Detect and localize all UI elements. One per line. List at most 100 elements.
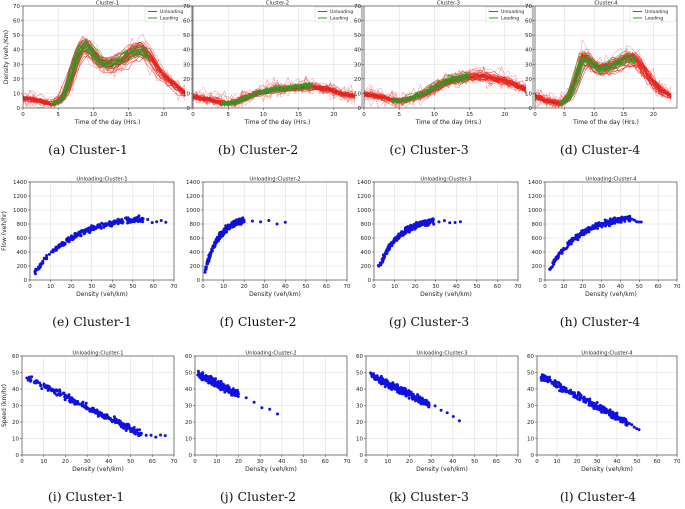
x-tick-label: 30 [594,459,601,465]
data-point [38,381,42,385]
chart-title: Cluster-3 [437,1,460,7]
y-tick-label: 50 [525,33,532,39]
data-point [416,393,419,397]
data-point [163,434,167,438]
data-point [204,265,208,269]
data-point [603,222,607,226]
data-point [221,230,225,234]
y-tick-label: 400 [17,250,28,256]
y-tick-label: 70 [13,4,20,10]
data-point [224,224,228,228]
data-point [138,428,141,432]
x-tick-label: 20 [650,112,657,118]
data-point [619,418,623,422]
data-point [103,223,107,227]
y-tick-label: 200 [361,264,372,270]
y-tick-label: 60 [356,354,363,360]
data-point [207,380,211,384]
data-point [124,429,128,432]
data-point [583,399,587,403]
data-point [608,408,612,412]
data-point [238,221,241,225]
data-point [448,221,452,225]
plot-area [196,369,279,416]
loading-series-line [51,45,150,104]
data-point [68,399,72,403]
data-point [393,236,397,240]
data-point [81,400,85,404]
x-tick-label: 10 [90,112,97,118]
y-tick-label: 1400 [357,180,371,186]
data-point [445,411,449,415]
y-tick-label: 10 [185,437,192,443]
y-tick-label: 0 [16,453,20,459]
data-point [203,270,207,274]
data-point [238,217,242,221]
data-point [62,391,66,395]
data-point [70,396,73,400]
data-point [426,222,430,226]
x-tick-label: 10 [213,459,220,465]
y-tick-label: 40 [527,387,534,393]
chart-svg: 0 10 20 30 40 50 60 70 0 200 400 600 800 1000 1200 1400… [357,177,522,299]
data-point [25,376,29,380]
data-point [590,227,594,231]
data-point [53,388,57,392]
y-tick-label: 30 [13,62,20,68]
chart-cluster-4-density-time: Unloading Loading 0 5 10 15 20 0 10 20 30 40 50 60 70 C… [515,0,683,130]
data-point [564,386,568,390]
data-point [385,248,389,251]
axes-frame [202,181,348,281]
unloading-series-line [192,87,356,106]
data-point [562,248,566,251]
x-axis-label: Density (veh/km) [420,291,472,298]
y-tick-label: 200 [190,264,201,270]
data-point [138,219,142,223]
data-point [139,431,143,435]
x-tick-label: 40 [617,284,624,290]
loading-series-line [51,50,150,105]
data-point [426,218,430,222]
x-tick-label: 20 [160,112,167,118]
y-tick-label: 200 [17,264,28,270]
x-tick-label: 10 [554,459,561,465]
chart-title: Unloading:Cluster-3 [416,351,467,357]
data-point [566,389,570,393]
x-tick-label: 0 [362,112,366,118]
data-point [67,237,71,241]
chart-svg: 0 10 20 30 40 50 60 70 0 200 400 600 800 1000 1200 1400… [528,177,681,299]
x-tick-label: 0 [535,459,539,465]
caption-h: (h) Cluster-4 [559,314,641,329]
chart-cluster-4-speed-density: 0 10 20 30 40 50 60 70 0 10 20 30 40 50 60 Unloading:Cl… [515,350,683,477]
data-point [283,220,287,224]
data-point [433,404,437,408]
y-tick-label: 10 [356,437,363,443]
data-point [457,419,461,423]
data-point [373,377,376,381]
y-tick-label: 10 [13,91,20,97]
data-point [639,220,643,224]
data-point [408,226,412,230]
y-tick-label: 70 [183,4,190,10]
chart-title: Unloading:Cluster-4 [585,177,637,183]
data-point [622,419,625,423]
data-point [628,217,632,221]
y-tick-label: 10 [12,437,19,443]
data-point [542,373,545,377]
data-point [595,401,599,404]
data-point [451,415,455,418]
data-point [632,218,636,222]
x-tick-label: 5 [226,112,230,118]
x-axis-label: Time of the day (Hrs.) [74,119,141,126]
y-tick-label: 20 [527,420,534,426]
data-point [124,216,128,220]
data-point [252,400,256,404]
data-point [389,241,393,245]
data-point [154,435,158,439]
data-point [209,250,213,254]
caption-d: (d) Cluster-4 [559,142,641,157]
x-tick-label: 15 [125,112,132,118]
data-point [42,382,46,386]
y-tick-label: 1400 [528,180,542,186]
data-point [233,222,237,225]
